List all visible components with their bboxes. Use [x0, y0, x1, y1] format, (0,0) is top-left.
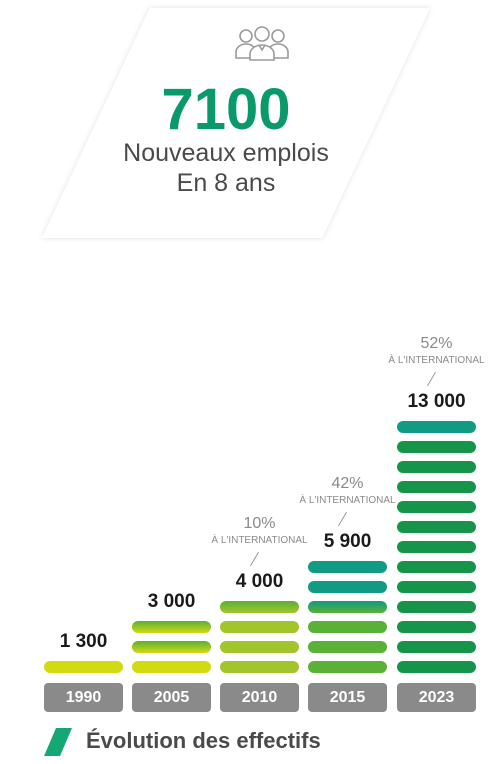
bar-segment — [132, 621, 211, 633]
bar-segment — [308, 641, 387, 653]
annotation-text: À L'INTERNATIONAL — [388, 355, 485, 366]
bar-segment — [397, 501, 476, 513]
year-label: 2005 — [132, 683, 211, 712]
value-label: 3 000 — [147, 591, 196, 612]
bar-segment — [220, 661, 299, 673]
new-jobs-number: 7100 — [161, 77, 291, 142]
period-label: En 8 ans — [176, 169, 276, 197]
bar-segment — [220, 601, 299, 613]
bar-segment — [397, 661, 476, 673]
bar-segment — [397, 521, 476, 533]
bar-segment — [220, 641, 299, 653]
year-label: 2023 — [397, 683, 476, 712]
annotation-text: À L'INTERNATIONAL — [299, 495, 396, 506]
year-label: 1990 — [44, 683, 123, 712]
bar-segment — [308, 581, 387, 593]
hero-parallelogram — [42, 8, 430, 238]
bar-segment — [132, 641, 211, 653]
annotation-percent: 52% — [420, 335, 453, 352]
annotation-percent: 10% — [243, 515, 276, 532]
bar-segment — [397, 581, 476, 593]
annotation-tick — [249, 551, 259, 567]
year-label: 2010 — [220, 683, 299, 712]
annotation-text: À L'INTERNATIONAL — [211, 535, 308, 546]
year-label: 2015 — [308, 683, 387, 712]
bar-segment — [308, 561, 387, 573]
bar-segment — [44, 661, 123, 673]
new-jobs-label: Nouveaux emplois — [123, 139, 329, 167]
value-label: 1 300 — [59, 631, 108, 652]
annotation-percent: 42% — [331, 475, 364, 492]
bar-segment — [397, 481, 476, 493]
value-label: 5 900 — [323, 531, 372, 552]
bar-segment — [308, 601, 387, 613]
bar-segment — [308, 661, 387, 673]
bar-segment — [397, 421, 476, 433]
value-label: 4 000 — [235, 571, 284, 592]
bar-segment — [308, 621, 387, 633]
bar-segment — [397, 621, 476, 633]
bar-segment — [397, 541, 476, 553]
bar-segment — [397, 441, 476, 453]
bar-segment — [220, 621, 299, 633]
bar-segment — [397, 461, 476, 473]
bar-segment — [397, 561, 476, 573]
bar-segment — [397, 641, 476, 653]
bar-segment — [132, 661, 211, 673]
people-group-icon — [235, 26, 289, 61]
bar-segment — [397, 601, 476, 613]
chart-title: Évolution des effectifs — [86, 728, 321, 753]
annotation-tick — [426, 371, 436, 387]
annotation-tick — [337, 511, 347, 527]
value-label: 13 000 — [407, 391, 466, 412]
accent-slash-icon — [44, 728, 72, 756]
